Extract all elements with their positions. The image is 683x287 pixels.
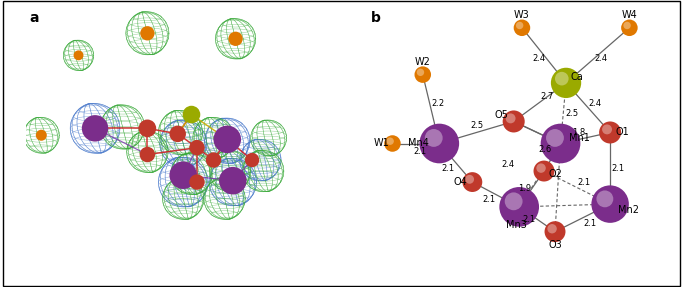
Circle shape — [417, 69, 424, 76]
Circle shape — [505, 113, 516, 123]
Circle shape — [536, 163, 546, 173]
Circle shape — [514, 20, 530, 36]
Text: b: b — [370, 11, 380, 25]
Circle shape — [169, 161, 197, 189]
Circle shape — [140, 147, 155, 162]
Text: 2.2: 2.2 — [432, 99, 445, 108]
Text: Mn2: Mn2 — [617, 205, 639, 215]
Circle shape — [139, 119, 156, 137]
Text: 2.4: 2.4 — [533, 54, 546, 63]
Text: 2.1: 2.1 — [583, 219, 596, 228]
Text: 2.4: 2.4 — [588, 99, 602, 108]
Text: W4: W4 — [622, 10, 637, 20]
Text: O2: O2 — [548, 169, 563, 179]
Circle shape — [387, 137, 394, 145]
Text: 2.1: 2.1 — [612, 164, 625, 173]
Text: 2.4: 2.4 — [501, 160, 515, 169]
Circle shape — [74, 51, 83, 60]
Circle shape — [591, 185, 629, 223]
Text: 2.6: 2.6 — [539, 145, 552, 154]
Circle shape — [624, 22, 631, 29]
Circle shape — [189, 140, 205, 155]
Text: 2.1: 2.1 — [522, 215, 535, 224]
Circle shape — [465, 175, 474, 184]
Circle shape — [555, 72, 569, 86]
Circle shape — [182, 106, 200, 123]
Text: W3: W3 — [514, 10, 530, 20]
Circle shape — [516, 22, 523, 29]
Circle shape — [214, 126, 241, 153]
Text: 2.4: 2.4 — [595, 54, 608, 63]
Text: 1.9: 1.9 — [518, 185, 531, 193]
Circle shape — [415, 66, 431, 83]
Circle shape — [462, 172, 482, 192]
Text: Ca: Ca — [571, 72, 583, 82]
Text: 2.1: 2.1 — [482, 195, 495, 204]
Circle shape — [245, 153, 260, 167]
Circle shape — [82, 115, 109, 141]
Circle shape — [206, 152, 221, 168]
Circle shape — [219, 167, 247, 195]
Circle shape — [599, 121, 621, 144]
Text: Mn3: Mn3 — [506, 220, 527, 230]
Circle shape — [169, 126, 186, 142]
Circle shape — [189, 174, 205, 190]
Circle shape — [621, 20, 638, 36]
Circle shape — [228, 32, 242, 46]
Text: 2.7: 2.7 — [540, 92, 553, 101]
Text: 2.1: 2.1 — [414, 147, 427, 156]
Text: O1: O1 — [615, 127, 630, 137]
Circle shape — [544, 221, 566, 242]
Text: 2.5: 2.5 — [470, 121, 483, 130]
Circle shape — [602, 125, 612, 134]
Circle shape — [533, 161, 555, 181]
Circle shape — [596, 191, 613, 207]
Circle shape — [551, 68, 581, 98]
Circle shape — [499, 187, 539, 227]
Text: O4: O4 — [453, 177, 467, 187]
Text: 2.5: 2.5 — [565, 109, 578, 118]
Text: Mn4: Mn4 — [408, 139, 429, 148]
Circle shape — [505, 192, 522, 210]
Circle shape — [503, 110, 525, 133]
Text: O3: O3 — [548, 241, 562, 251]
Text: 1.8: 1.8 — [572, 128, 585, 137]
Circle shape — [547, 224, 557, 233]
Circle shape — [36, 130, 47, 141]
Text: W2: W2 — [415, 57, 431, 67]
Text: 2.1: 2.1 — [577, 178, 591, 187]
Text: W1: W1 — [374, 139, 390, 148]
Circle shape — [140, 26, 154, 40]
Text: O5: O5 — [494, 110, 508, 120]
Circle shape — [541, 124, 581, 163]
Text: Mn1: Mn1 — [570, 133, 590, 143]
Circle shape — [546, 129, 564, 147]
Text: 2.1: 2.1 — [441, 164, 454, 173]
Circle shape — [385, 135, 401, 152]
Circle shape — [419, 124, 459, 163]
Circle shape — [425, 129, 443, 147]
Text: a: a — [29, 11, 38, 25]
